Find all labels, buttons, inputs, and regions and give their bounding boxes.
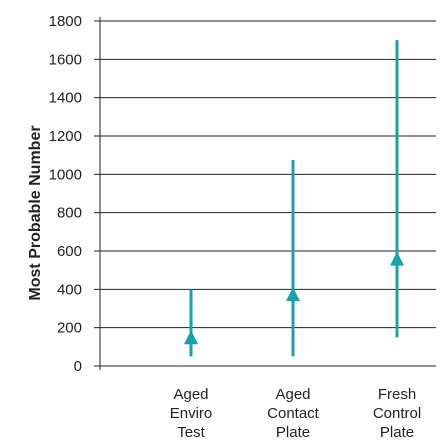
y-tick-label: 1200 bbox=[49, 128, 82, 145]
category-label: Aged bbox=[275, 386, 310, 403]
category-label: Aged bbox=[173, 386, 208, 403]
y-tick-label: 1400 bbox=[49, 90, 82, 107]
y-tick-label: 0 bbox=[74, 358, 82, 375]
category-label: Control bbox=[373, 405, 421, 422]
estimate-marker bbox=[286, 287, 300, 302]
y-tick-label: 1800 bbox=[49, 13, 82, 30]
y-tick-label: 800 bbox=[57, 205, 82, 222]
y-tick-label: 600 bbox=[57, 243, 82, 260]
x-axis-categories: Aged Enviro Test Aged Contact Plate Fresh Contr… bbox=[170, 386, 421, 441]
category-label: Test bbox=[177, 424, 205, 441]
y-axis: 0 200 400 600 800 1000 1200 1400 1600 1800 bbox=[49, 13, 436, 375]
gridlines bbox=[100, 20, 436, 329]
category-label: Enviro bbox=[170, 405, 213, 422]
category-label: Plate bbox=[380, 424, 414, 441]
category-label: Contact bbox=[267, 405, 320, 422]
y-tick-label: 400 bbox=[57, 281, 82, 298]
y-tick-label: 200 bbox=[57, 320, 82, 337]
category-label: Fresh bbox=[378, 386, 416, 403]
y-tick-label: 1000 bbox=[49, 166, 82, 183]
estimate-marker bbox=[184, 330, 198, 345]
estimate-marker bbox=[390, 251, 404, 266]
category-label: Plate bbox=[276, 424, 310, 441]
y-tick-label: 1600 bbox=[49, 51, 82, 68]
y-axis-label: Most Probable Number bbox=[27, 125, 44, 300]
ranges bbox=[184, 40, 404, 357]
